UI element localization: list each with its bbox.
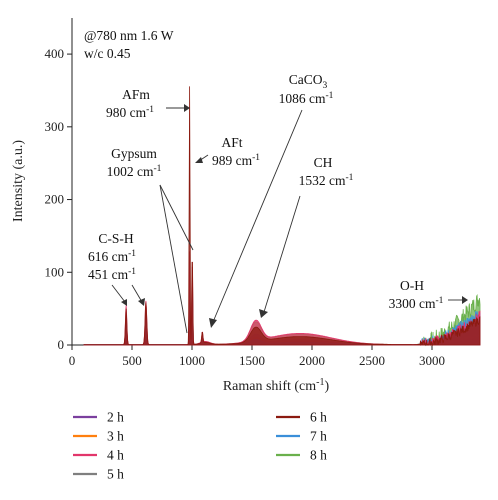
arrow-gypsum xyxy=(159,184,194,251)
condition-wc: w/c 0.45 xyxy=(84,46,131,61)
arrow-csh-616 xyxy=(131,284,143,303)
annotation-ch: CH 1532 cm-1 xyxy=(299,155,354,188)
svg-text:3300 cm-1: 3300 cm-1 xyxy=(389,296,444,311)
annotation-oh: O-H 3300 cm-1 xyxy=(389,278,444,311)
y-tick-label-200: 200 xyxy=(45,192,65,207)
annotation-arrows xyxy=(111,104,468,334)
svg-text:Gypsum: Gypsum xyxy=(111,146,157,161)
y-tick-label-400: 400 xyxy=(45,46,65,61)
arrowhead-caco3 xyxy=(209,318,217,328)
svg-text:451 cm-1: 451 cm-1 xyxy=(88,267,136,282)
arrowhead-aft xyxy=(195,157,203,163)
svg-text:AFt: AFt xyxy=(221,135,242,150)
legend-label-5h: 5 h xyxy=(107,467,124,482)
arrow-gypsum-2 xyxy=(159,184,188,334)
x-tick-label-1000: 1000 xyxy=(179,353,205,368)
x-tick-label-3000: 3000 xyxy=(419,353,445,368)
legend-label-2h: 2 h xyxy=(107,410,124,425)
y-tick-label-100: 100 xyxy=(45,264,65,279)
svg-text:1002 cm-1: 1002 cm-1 xyxy=(107,164,162,179)
arrowhead-ch xyxy=(259,309,268,318)
condition-laser: @780 nm 1.6 W xyxy=(84,28,174,43)
arrow-csh-451 xyxy=(111,284,126,303)
svg-text:980 cm-1: 980 cm-1 xyxy=(106,105,154,120)
arrow-ch xyxy=(263,195,301,313)
x-tick-label-2000: 2000 xyxy=(299,353,325,368)
svg-text:1086 cm-1: 1086 cm-1 xyxy=(279,91,334,106)
svg-text:CH: CH xyxy=(314,155,333,170)
x-tick-label-500: 500 xyxy=(122,353,142,368)
y-axis-label: Intensity (a.u.) xyxy=(11,140,26,222)
x-tick-label-2500: 2500 xyxy=(359,353,385,368)
annotation-csh: C-S-H 616 cm-1 451 cm-1 xyxy=(88,231,136,282)
arrowhead-afm xyxy=(184,104,190,112)
legend: 2 h 3 h 4 h 5 h 6 h 7 h 8 h xyxy=(73,410,327,482)
ticks: 0 500 1000 1500 2000 2500 3000 0 100 200 300 400 xyxy=(45,46,446,368)
legend-label-6h: 6 h xyxy=(310,410,327,425)
y-tick-label-300: 300 xyxy=(45,119,65,134)
svg-text:C-S-H: C-S-H xyxy=(98,231,134,246)
annotation-afm: AFm 980 cm-1 xyxy=(106,87,154,120)
svg-text:O-H: O-H xyxy=(400,278,424,293)
annotation-aft: AFt 989 cm-1 xyxy=(212,135,260,168)
legend-label-7h: 7 h xyxy=(310,429,327,444)
arrowhead-csh-451 xyxy=(121,299,127,306)
svg-text:1532 cm-1: 1532 cm-1 xyxy=(299,173,354,188)
x-axis-label: Raman shift (cm-1) xyxy=(223,377,330,394)
y-tick-label-0: 0 xyxy=(58,337,65,352)
annotation-gypsum: Gypsum 1002 cm-1 xyxy=(107,146,162,179)
arrowhead-oh xyxy=(462,296,468,304)
annotation-caco3: CaCO3 1086 cm-1 xyxy=(279,72,334,106)
series-6h xyxy=(83,86,481,347)
arrowhead-csh-616 xyxy=(138,298,145,306)
legend-label-4h: 4 h xyxy=(107,448,124,463)
legend-label-3h: 3 h xyxy=(107,429,124,444)
svg-text:CaCO3: CaCO3 xyxy=(289,72,328,91)
svg-text:AFm: AFm xyxy=(122,87,150,102)
x-tick-label-1500: 1500 xyxy=(239,353,265,368)
svg-text:616 cm-1: 616 cm-1 xyxy=(88,249,136,264)
svg-text:989 cm-1: 989 cm-1 xyxy=(212,153,260,168)
series-layer xyxy=(83,86,481,347)
legend-label-8h: 8 h xyxy=(310,448,327,463)
x-tick-label-0: 0 xyxy=(69,353,76,368)
arrow-caco3 xyxy=(212,109,303,323)
